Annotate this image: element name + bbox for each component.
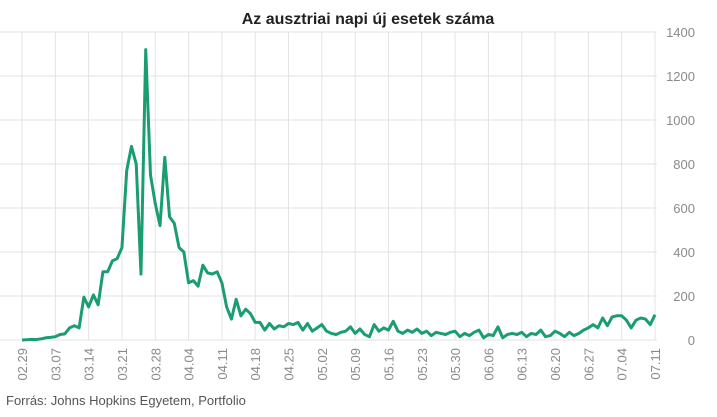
- x-tick-label: 04.18: [248, 348, 263, 381]
- x-tick-label: 04.25: [282, 348, 297, 381]
- y-tick-label: 800: [673, 157, 695, 172]
- x-tick-label: 06.06: [481, 348, 496, 381]
- x-tick-label: 06.20: [548, 348, 563, 381]
- data-line: [21, 48, 657, 342]
- y-tick-label: 600: [673, 201, 695, 216]
- y-tick-label: 0: [688, 333, 695, 348]
- x-tick-label: 06.13: [515, 348, 530, 381]
- source: Forrás: Johns Hopkins Egyetem, Portfolio: [6, 393, 246, 408]
- x-tick-label: 04.11: [215, 348, 230, 380]
- y-tick-label: 1200: [666, 69, 695, 84]
- x-tick-label: 03.14: [82, 348, 97, 381]
- x-tick-label: 04.04: [182, 348, 197, 381]
- x-tick-label: 05.02: [315, 348, 330, 381]
- x-tick-label: 07.11: [648, 348, 663, 380]
- x-tick-label: 03.21: [115, 348, 130, 381]
- x-tick-label: 03.07: [48, 348, 63, 381]
- y-tick-label: 400: [673, 245, 695, 260]
- chart-title: Az ausztriai napi új esetek száma: [242, 11, 495, 28]
- x-tick-label: 03.28: [148, 348, 163, 381]
- y-tick-label: 200: [673, 289, 695, 304]
- y-tick-label: 1000: [666, 113, 695, 128]
- x-tick-label: 05.09: [348, 348, 363, 381]
- x-tick-label: 07.04: [615, 348, 630, 381]
- x-tick-label: 06.27: [581, 348, 596, 381]
- x-tick-label: 05.23: [415, 348, 430, 381]
- y-tick-label: 1400: [666, 25, 695, 40]
- x-tick-label: 02.29: [15, 348, 30, 381]
- x-tick-label: 05.16: [381, 348, 396, 381]
- x-tick-label: 05.30: [448, 348, 463, 381]
